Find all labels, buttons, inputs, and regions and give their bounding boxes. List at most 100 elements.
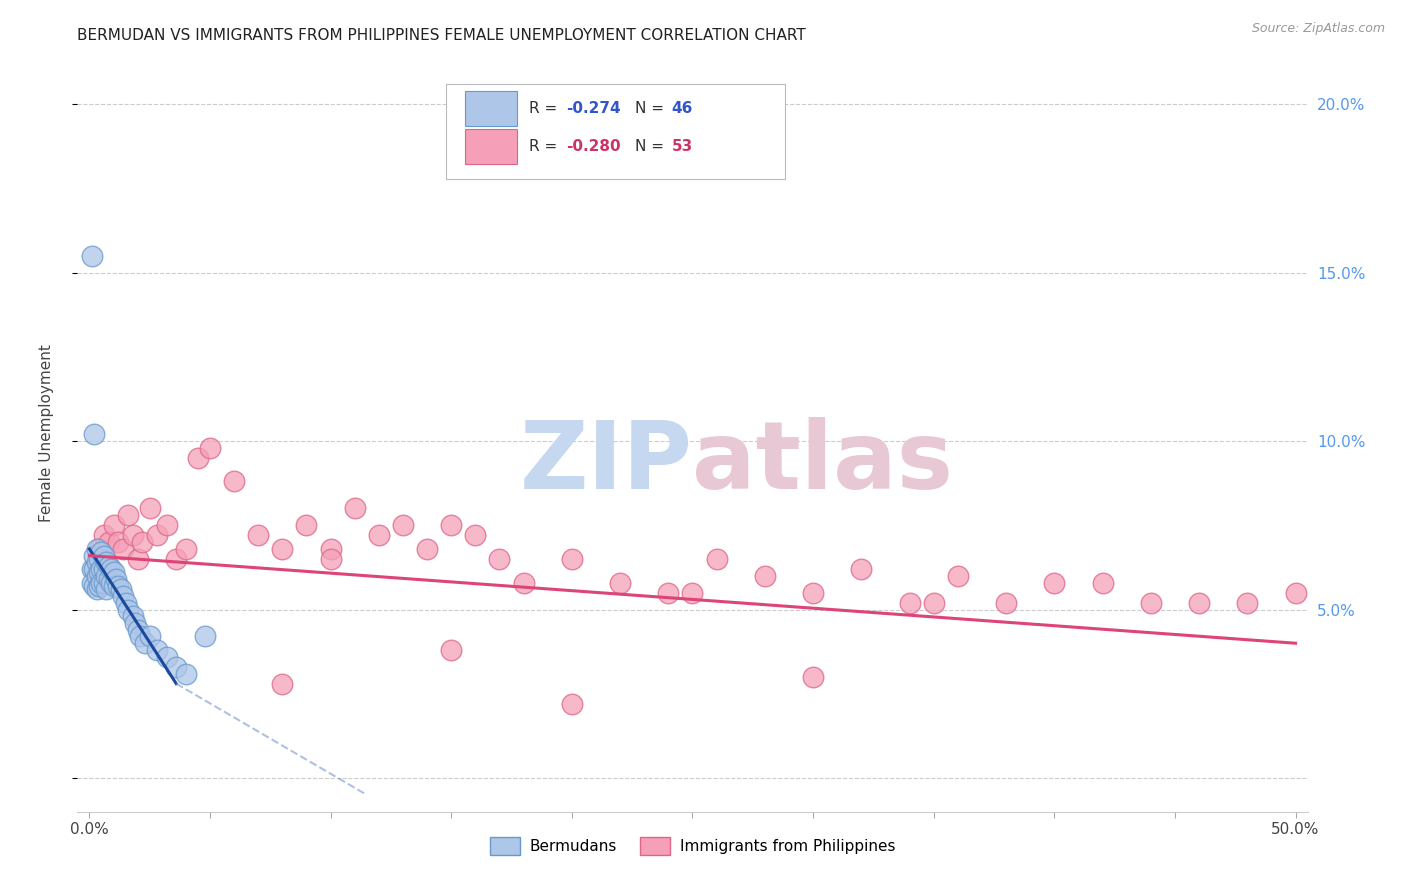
Point xyxy=(103,518,125,533)
Point xyxy=(107,579,129,593)
Point xyxy=(706,552,728,566)
Point xyxy=(93,528,115,542)
Point xyxy=(1139,596,1161,610)
Point xyxy=(464,528,486,542)
Text: R =: R = xyxy=(529,102,562,116)
Point xyxy=(86,569,108,583)
Point xyxy=(124,615,146,630)
Point xyxy=(155,649,177,664)
Point xyxy=(80,562,103,576)
Point xyxy=(93,575,115,590)
Point xyxy=(83,579,105,593)
Point xyxy=(117,602,139,616)
Point xyxy=(127,552,149,566)
Point xyxy=(121,609,143,624)
Point xyxy=(271,676,294,690)
FancyBboxPatch shape xyxy=(465,129,516,164)
Point xyxy=(87,566,110,580)
Point xyxy=(127,623,149,637)
Point xyxy=(224,475,246,489)
Point xyxy=(995,596,1018,610)
Point xyxy=(93,549,115,563)
Point xyxy=(1236,596,1258,610)
Point xyxy=(83,549,105,563)
Point xyxy=(174,541,197,556)
Point xyxy=(107,535,129,549)
Point xyxy=(682,585,704,599)
Point xyxy=(271,541,294,556)
Point xyxy=(90,562,112,576)
Point xyxy=(112,589,135,603)
Point xyxy=(187,450,209,465)
Y-axis label: Female Unemployment: Female Unemployment xyxy=(39,343,53,522)
Point xyxy=(138,630,160,644)
Text: Source: ZipAtlas.com: Source: ZipAtlas.com xyxy=(1251,22,1385,36)
Point xyxy=(86,541,108,556)
Point xyxy=(343,501,366,516)
Point xyxy=(104,572,127,586)
Point xyxy=(103,566,125,580)
Point xyxy=(103,579,125,593)
Point xyxy=(922,596,945,610)
Point xyxy=(198,441,221,455)
Point xyxy=(87,579,110,593)
Point xyxy=(609,575,631,590)
Point xyxy=(100,575,122,590)
Point xyxy=(367,528,389,542)
Point xyxy=(165,552,187,566)
Point xyxy=(194,630,217,644)
Point xyxy=(83,562,105,576)
Point xyxy=(100,562,122,576)
Point xyxy=(946,569,969,583)
Point xyxy=(90,575,112,590)
Point xyxy=(440,518,463,533)
Point xyxy=(97,572,120,586)
Point xyxy=(1043,575,1066,590)
Point xyxy=(561,697,583,711)
FancyBboxPatch shape xyxy=(465,92,516,127)
Point xyxy=(96,569,118,583)
Point xyxy=(146,528,169,542)
Point xyxy=(801,670,824,684)
Point xyxy=(112,541,135,556)
Text: N =: N = xyxy=(634,102,668,116)
Point xyxy=(110,582,132,597)
Point xyxy=(561,552,583,566)
Point xyxy=(155,518,177,533)
Point xyxy=(86,555,108,569)
Legend: Bermudans, Immigrants from Philippines: Bermudans, Immigrants from Philippines xyxy=(484,831,901,861)
Point xyxy=(96,555,118,569)
Point xyxy=(134,636,156,650)
Point xyxy=(801,585,824,599)
FancyBboxPatch shape xyxy=(447,84,785,178)
Point xyxy=(117,508,139,523)
Point xyxy=(83,427,105,442)
Point xyxy=(87,541,110,556)
Text: -0.280: -0.280 xyxy=(565,139,620,154)
Text: -0.274: -0.274 xyxy=(565,102,620,116)
Point xyxy=(96,582,118,597)
Point xyxy=(488,552,510,566)
Point xyxy=(295,518,318,533)
Point xyxy=(416,541,439,556)
Point xyxy=(129,630,152,644)
Point xyxy=(1188,596,1211,610)
Text: 53: 53 xyxy=(672,139,693,154)
Point xyxy=(97,558,120,573)
Point xyxy=(121,528,143,542)
Point xyxy=(87,552,110,566)
Point xyxy=(165,660,187,674)
Point xyxy=(754,569,776,583)
Text: 46: 46 xyxy=(672,102,693,116)
Point xyxy=(146,643,169,657)
Point xyxy=(657,585,679,599)
Point xyxy=(898,596,921,610)
Text: R =: R = xyxy=(529,139,562,154)
Text: BERMUDAN VS IMMIGRANTS FROM PHILIPPINES FEMALE UNEMPLOYMENT CORRELATION CHART: BERMUDAN VS IMMIGRANTS FROM PHILIPPINES … xyxy=(77,28,806,43)
Point xyxy=(247,528,270,542)
Point xyxy=(512,575,534,590)
Point xyxy=(851,562,873,576)
Point xyxy=(114,596,136,610)
Point xyxy=(86,582,108,597)
Point xyxy=(138,501,160,516)
